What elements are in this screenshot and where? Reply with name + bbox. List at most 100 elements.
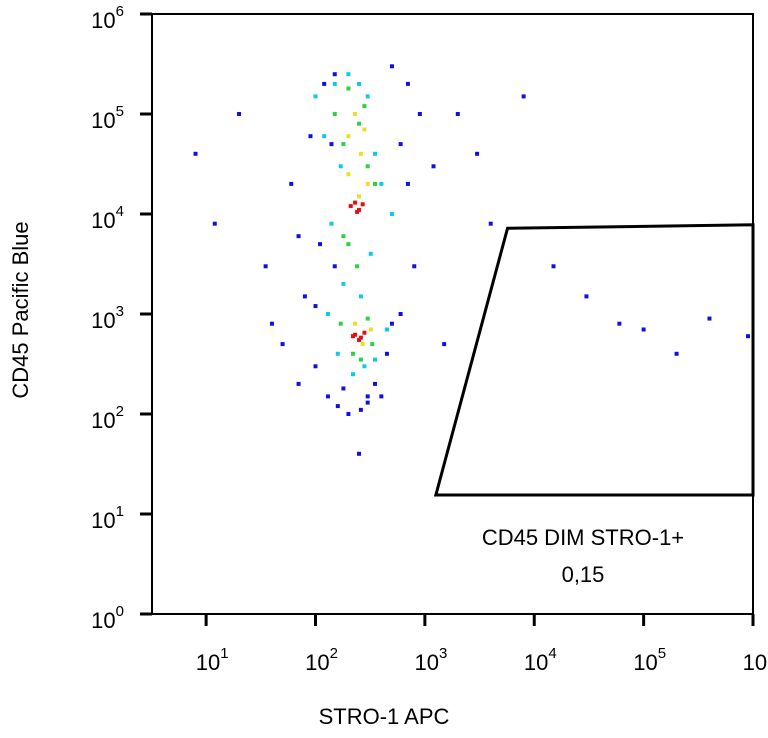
point (358, 407, 363, 412)
point (341, 281, 346, 286)
point (355, 264, 360, 269)
point (346, 242, 351, 247)
point (405, 181, 410, 186)
y-tick-label: 100 (91, 603, 124, 633)
point (362, 330, 367, 335)
point (521, 94, 526, 99)
x-tick-label-exp: 4 (548, 645, 556, 662)
point (365, 400, 370, 405)
point (313, 304, 318, 309)
gate-name: CD45 DIM STRO-1+ (482, 525, 684, 550)
point (373, 151, 378, 156)
point (341, 234, 346, 239)
x-tick-label: 104 (524, 645, 557, 675)
point (551, 264, 556, 269)
gate (433, 223, 755, 497)
point (302, 294, 307, 299)
point (358, 151, 363, 156)
point (193, 151, 198, 156)
x-axis-label: STRO-1 APC (319, 704, 450, 729)
point (617, 321, 622, 326)
y-tick-label-base: 10 (91, 308, 115, 333)
y-tick-label-exp: 0 (116, 603, 124, 620)
point (212, 221, 217, 226)
point (362, 104, 367, 109)
point (332, 112, 337, 116)
point (269, 321, 274, 326)
point (325, 394, 330, 399)
point (398, 312, 403, 316)
gate-value: 0,15 (562, 562, 605, 587)
y-axis-label: CD45 Pacific Blue (8, 221, 33, 398)
point (362, 364, 367, 369)
x-tick-label-base: 10 (633, 650, 657, 675)
y-tick-label: 103 (91, 303, 124, 333)
point (263, 264, 268, 269)
point (313, 94, 318, 99)
y-tick-label-exp: 2 (116, 403, 124, 420)
x-tick-label-exp: 5 (658, 645, 666, 662)
point (358, 357, 363, 362)
point (442, 342, 447, 347)
y-tick-label-base: 10 (91, 108, 115, 133)
y-tick-label: 104 (91, 203, 124, 233)
point (353, 321, 358, 326)
point (707, 316, 712, 321)
point (335, 404, 340, 409)
y-tick-label-base: 10 (91, 608, 115, 633)
y-tick-label-exp: 1 (116, 503, 124, 520)
point (674, 351, 679, 356)
x-tick-label-base: 10 (524, 650, 548, 675)
y-tick-label-base: 10 (91, 208, 115, 233)
x-tick-label-exp: 3 (439, 645, 447, 662)
point (357, 121, 362, 126)
point (332, 72, 337, 77)
point (338, 164, 343, 169)
point (322, 134, 327, 139)
point (431, 164, 436, 169)
point (308, 134, 313, 139)
point (357, 207, 362, 212)
point (338, 321, 343, 326)
point (357, 337, 362, 342)
point (289, 181, 294, 186)
point (237, 112, 242, 116)
point (398, 142, 403, 147)
point (332, 264, 337, 269)
y-tick-label-base: 10 (91, 408, 115, 433)
y-tick-label-base: 10 (91, 508, 115, 533)
point (357, 194, 362, 199)
point (362, 127, 367, 132)
point (355, 209, 360, 214)
point (365, 394, 370, 399)
point (346, 72, 351, 77)
point (353, 200, 358, 205)
y-tick-label-exp: 5 (116, 103, 124, 120)
x-tick-label: 101 (196, 645, 229, 675)
y-tick-label: 102 (91, 403, 124, 433)
point (475, 151, 480, 156)
point (368, 327, 373, 332)
point (341, 142, 346, 147)
y-tick-label-base: 10 (91, 8, 115, 33)
y-tick-label-exp: 3 (116, 303, 124, 320)
point (322, 81, 327, 86)
x-tick-label-base: 10 (414, 650, 438, 675)
point (389, 321, 394, 326)
y-tick-label: 105 (91, 103, 124, 133)
point (325, 312, 330, 316)
point (358, 335, 363, 340)
point (346, 412, 351, 416)
y-tick-label: 106 (91, 3, 124, 33)
point (745, 334, 750, 339)
point (350, 351, 355, 356)
point (389, 64, 394, 69)
point (358, 294, 363, 299)
point (384, 327, 389, 332)
point (641, 327, 646, 332)
point (368, 251, 373, 256)
x-tick-label: 105 (633, 645, 666, 675)
point (488, 221, 493, 226)
y-tick-label: 101 (91, 503, 124, 533)
